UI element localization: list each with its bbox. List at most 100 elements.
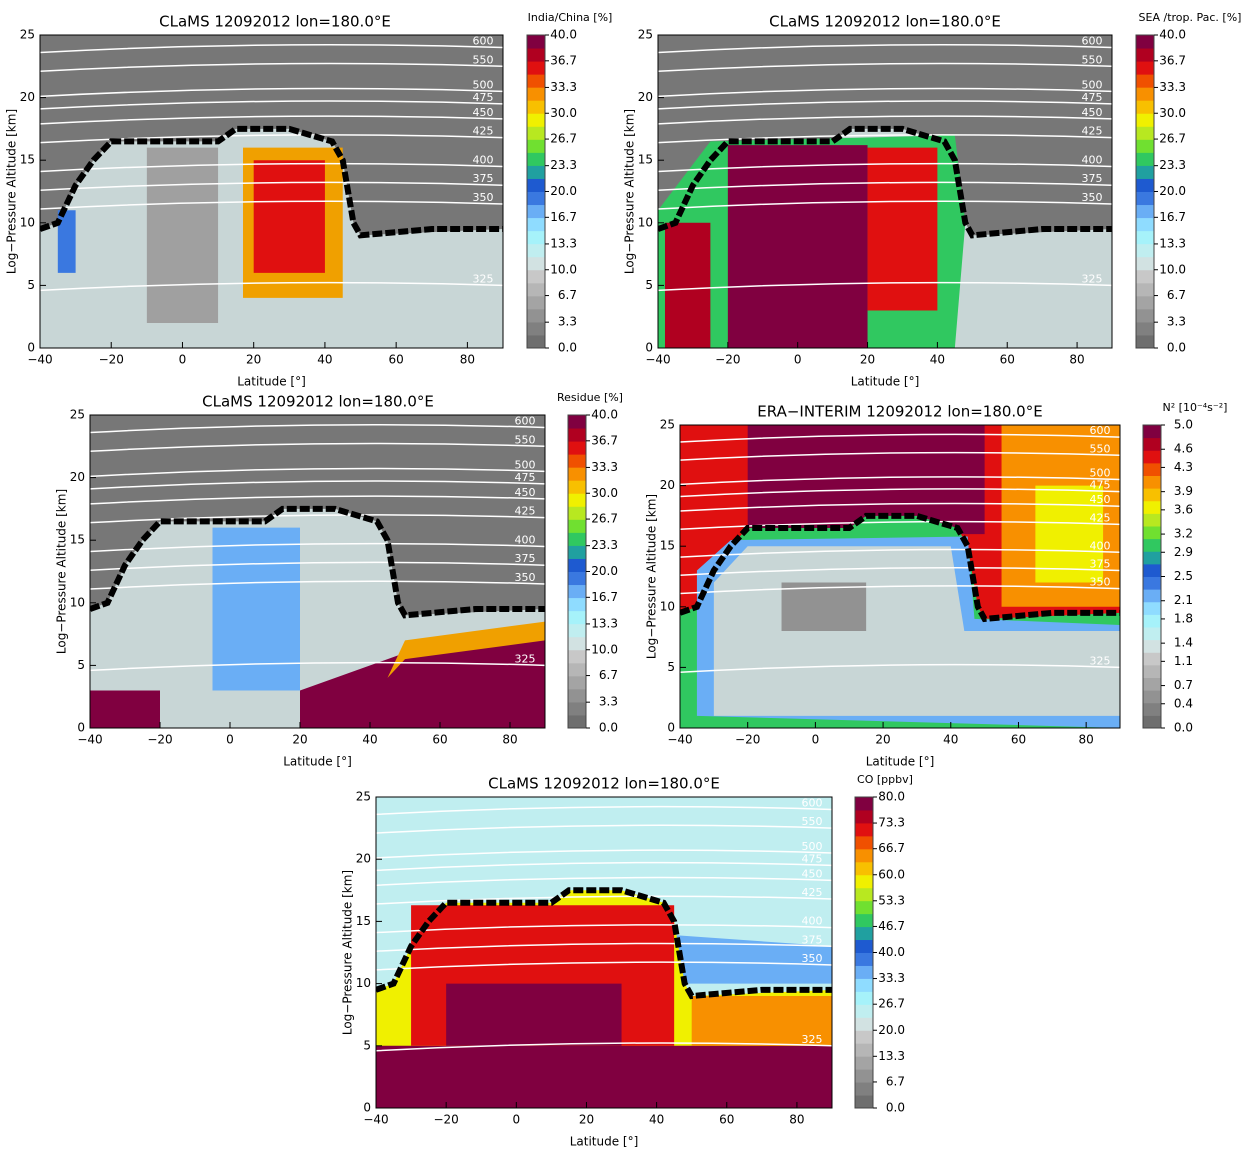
x-tick-label: 0 [512,1113,520,1127]
colorbar-tick-label: 3.3 [558,315,577,329]
colorbar-tick-label: 33.3 [1159,80,1186,94]
isentrope [376,961,832,971]
isentrope [658,181,1112,191]
colorbar-tick-label: 46.7 [878,919,905,933]
isentrope [90,661,545,672]
colorbar-tick-label: 23.3 [1159,158,1186,172]
colorbar-band [1136,87,1154,101]
isentrope-label: 500 [1082,78,1103,91]
colorbar-label: SEA /trop. Pac. [%] [1139,11,1242,24]
isentrope-label: 550 [515,433,536,446]
x-axis-label: Latitude [°] [237,375,306,389]
colorbar-band [1143,551,1161,565]
isentrope-label: 475 [473,91,494,104]
colorbar-tick-label: 6.7 [558,288,577,302]
isentrope-label: 325 [802,1033,823,1046]
colorbar-tick-label: 0.0 [1167,341,1186,355]
y-tick-label: 0 [77,721,85,735]
colorbar-tick-label: 13.3 [591,616,618,630]
isentrope-label: 375 [1082,172,1103,185]
isentrope [658,200,1112,210]
colorbar-tick-label: 10.0 [1159,262,1186,276]
field-region [691,996,832,1046]
colorbar-tick-label: 4.3 [1174,460,1193,474]
colorbar-band [855,978,873,992]
colorbar-band [1143,576,1161,590]
x-tick-label: 0 [226,733,234,747]
colorbar-band [527,152,545,166]
tropopause [40,125,503,239]
colorbar-tick-label: 30.0 [550,106,577,120]
colorbar-band [1136,139,1154,153]
x-tick-label: 40 [362,733,377,747]
x-tick-label: −20 [735,733,760,747]
isentrope [680,548,1120,558]
colorbar-band [527,204,545,219]
x-tick-label: 40 [317,353,332,367]
isentrope-label: 550 [1090,442,1111,455]
isentrope-label: 350 [802,952,823,965]
isentrope [40,134,503,144]
colorbar-band [527,308,545,323]
isentrope-label: 375 [473,172,494,185]
colorbar-tick-label: 20.0 [878,1023,905,1037]
colorbar-band [568,597,586,612]
colorbar-tick-label: 33.3 [878,971,905,985]
field-region [387,621,545,678]
isentrope [90,580,545,590]
colorbar-tick-label: 16.7 [550,210,577,224]
colorbar-tick-label: 13.3 [1159,236,1186,250]
isentrope [40,100,503,110]
colorbar-band [855,952,873,966]
isentrope [40,87,503,98]
colorbar-band [568,428,586,442]
colorbar-band [568,571,586,586]
colorbar-band [1136,204,1154,219]
colorbar-label: CO [ppbv] [857,773,913,786]
isentrope-label: 500 [473,78,494,91]
field-region [146,147,219,323]
field-region [1035,485,1104,583]
colorbar-label: N² [10⁻⁴s⁻²] [1163,401,1228,414]
isentrope-label: 450 [1090,493,1111,506]
colorbar-tick-label: 36.7 [1159,53,1186,67]
colorbar-band [1136,217,1154,232]
y-axis-label: Log−Pressure Altitude [km] [55,489,69,654]
isentrope [658,87,1112,98]
colorbar-band [1136,321,1154,336]
y-tick-label: 0 [27,341,35,355]
colorbar-band [855,900,873,915]
isentrope [376,849,832,859]
isentrope-label: 450 [1082,106,1103,119]
isentrope-label: 450 [802,867,823,880]
isentrope [40,62,503,73]
colorbar-band [1136,152,1154,166]
colorbar-tick-label: 2.9 [1174,545,1193,559]
colorbar-tick-label: 13.3 [550,236,577,250]
colorbar-band [1143,488,1161,502]
colorbar-band [568,532,586,546]
isentrope-label: 325 [1082,272,1103,285]
colorbar-tick-label: 26.7 [878,997,905,1011]
isentrope [376,924,832,934]
colorbar-tick-label: 73.3 [878,816,905,830]
y-tick-label: 5 [77,658,85,672]
colorbar-tick-label: 5.0 [1174,418,1193,432]
isentrope [680,433,1120,443]
colorbar-band [855,848,873,863]
colorbar-band [527,48,545,62]
colorbar-band [1143,652,1161,666]
x-tick-label: 80 [1079,733,1094,747]
colorbar-tick-label: 3.2 [1174,527,1193,541]
colorbar-band [527,321,545,336]
isentrope-label: 600 [473,35,494,48]
colorbar-band [1143,589,1161,603]
colorbar-band [568,662,586,677]
isentrope-label: 350 [1090,576,1111,589]
x-tick-label: 40 [930,353,945,367]
colorbar-band [527,243,545,258]
isentrope-label: 425 [515,505,536,518]
colorbar-band [568,688,586,703]
colorbar-band [527,61,545,75]
